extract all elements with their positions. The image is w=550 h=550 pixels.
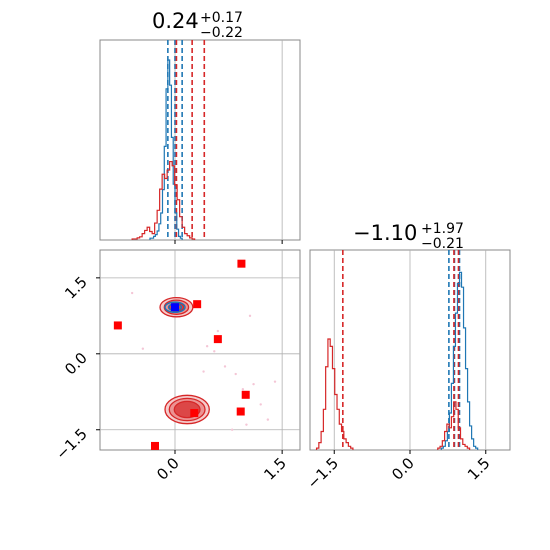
bl-marker-square — [237, 259, 246, 268]
bl-scatter-point — [216, 329, 220, 333]
panel-top-left-title-sup: +0.17 — [200, 10, 243, 26]
bl-contour-2-0 — [164, 301, 186, 314]
bl-scatter-point — [241, 388, 245, 391]
br-xtick-label-1: 0.0 — [388, 454, 418, 484]
bl-ytick-label-2: 1.5 — [61, 273, 91, 303]
bl-peak-marker — [171, 303, 179, 312]
panel-bottom-left-frame — [99, 249, 301, 451]
bl-marker-square — [113, 321, 122, 330]
panel-top-left-frame — [99, 39, 301, 241]
bl-marker-square — [236, 407, 245, 416]
bl-xtick-label-1: 1.5 — [260, 454, 290, 484]
bl-marker-square — [241, 390, 250, 399]
panel-bottom-right-grid — [333, 250, 487, 450]
panel-top-left-grid — [174, 40, 283, 244]
bl-scatter-point — [273, 380, 277, 383]
bl-marker-square — [213, 335, 222, 344]
bl-scatter-point — [202, 370, 205, 373]
panel-top-left-histograms — [131, 59, 196, 240]
panel-bottom-left-contours — [159, 296, 210, 425]
panel-bottom-right: −1.5 0.0 1.5 −1.10 +1.97 −0.21 — [304, 221, 511, 493]
panel-top-left-title-main: 0.24 — [152, 9, 199, 33]
bl-ytick-label-1: 0.0 — [61, 349, 91, 379]
bl-marker-square — [151, 441, 159, 450]
tl-histogram-0 — [149, 59, 183, 240]
bl-scatter-point — [252, 382, 255, 386]
panel-bottom-left-scatter — [130, 291, 277, 431]
bl-scatter-point — [248, 314, 252, 318]
bl-scatter-point — [205, 345, 209, 348]
br-xtick-label-2: 1.5 — [464, 454, 494, 484]
panel-bottom-right-title-sub: −0.21 — [421, 236, 464, 252]
br-histogram-1 — [315, 338, 354, 450]
bl-scatter-point — [141, 347, 145, 350]
panel-top-left: 0.24 +0.17 −0.22 — [99, 9, 301, 244]
bl-scatter-point — [245, 423, 248, 426]
panel-bottom-left-markers — [113, 259, 250, 450]
bl-scatter-point — [130, 291, 134, 295]
bl-ytick-label-0: −1.5 — [52, 425, 90, 463]
panel-bottom-right-title-sup: +1.97 — [421, 221, 464, 237]
bl-scatter-point — [234, 372, 237, 376]
panel-bottom-right-histograms — [315, 271, 479, 450]
panel-bottom-left: 0.0 1.5 −1.5 0.0 1.5 — [52, 249, 301, 484]
bl-scatter-point — [259, 403, 262, 406]
panel-bottom-right-title: −1.10 — [353, 221, 417, 245]
bl-scatter-point — [230, 428, 234, 431]
bl-scatter-point — [213, 350, 216, 353]
bl-marker-square — [190, 409, 199, 418]
br-xtick-label-0: −1.5 — [304, 454, 342, 492]
panel-top-left-title: 0.24 — [152, 9, 199, 33]
panel-top-left-title-sub: −0.22 — [200, 25, 243, 41]
br-histogram-2 — [437, 401, 471, 450]
bl-marker-square — [193, 300, 202, 309]
tl-histogram-1 — [131, 160, 196, 240]
panel-bottom-right-quantiles — [342, 250, 461, 450]
panel-bottom-right-ticks: −1.5 0.0 1.5 — [304, 450, 494, 493]
bl-scatter-point — [223, 365, 227, 368]
bl-xtick-label-0: 0.0 — [153, 454, 183, 484]
bl-scatter-point — [266, 418, 270, 421]
panel-bottom-right-title-main: −1.10 — [353, 221, 417, 245]
br-histogram-0 — [440, 271, 479, 450]
